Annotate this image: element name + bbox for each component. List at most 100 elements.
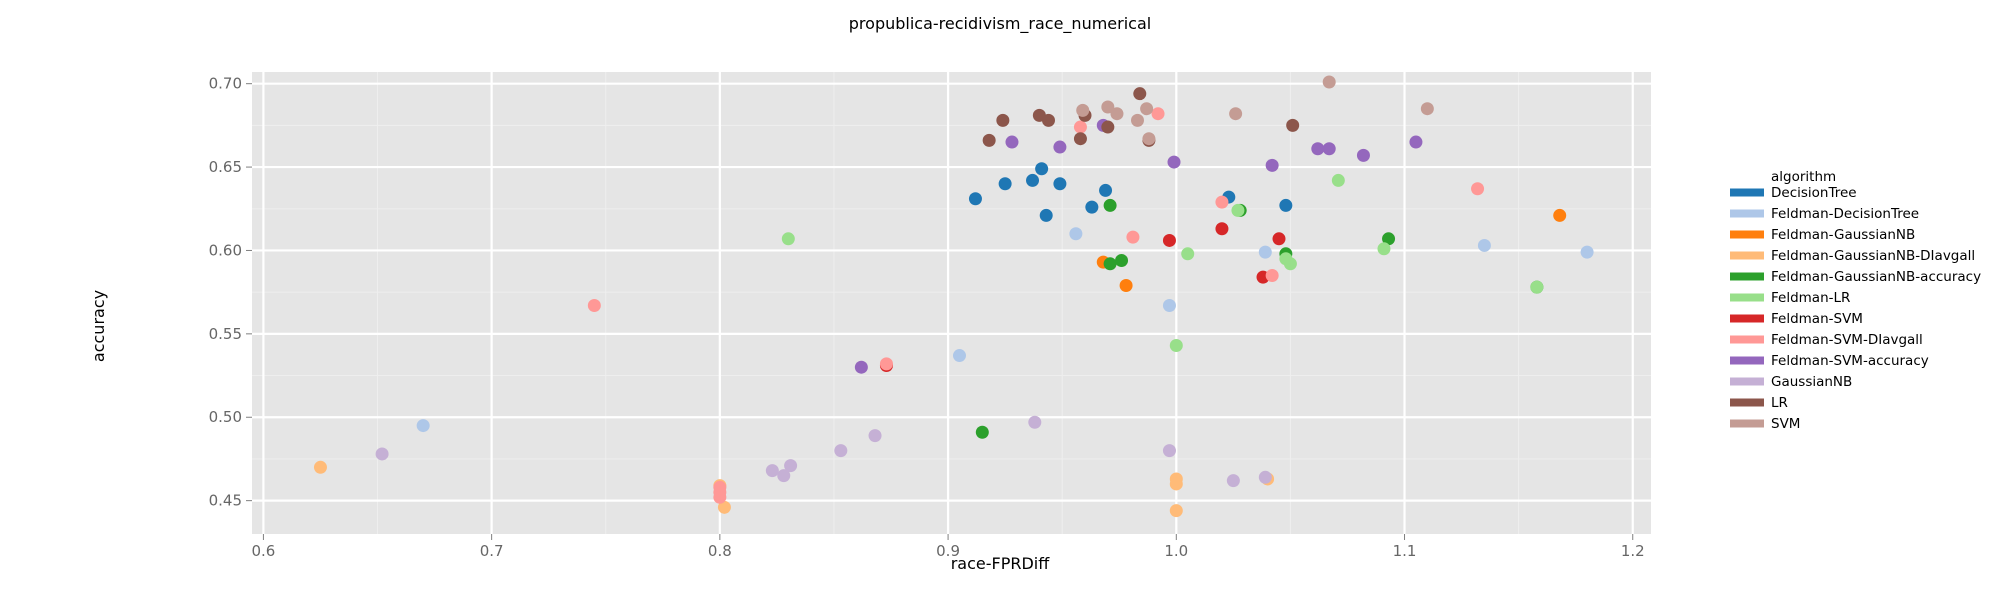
data-point bbox=[1076, 103, 1090, 117]
legend-label: Feldman-SVM-accuracy bbox=[1771, 353, 1929, 369]
data-point bbox=[1215, 195, 1229, 209]
data-point bbox=[982, 133, 996, 147]
data-point bbox=[1119, 278, 1133, 292]
data-point bbox=[996, 113, 1010, 127]
data-point bbox=[1099, 183, 1113, 197]
legend-items: DecisionTree Feldman-DecisionTree Feldman-… bbox=[1730, 185, 1981, 432]
data-point bbox=[1162, 444, 1176, 458]
data-point bbox=[1231, 203, 1245, 217]
data-point bbox=[1382, 232, 1396, 246]
grid-lines bbox=[252, 72, 1651, 534]
series-feldman-lr bbox=[781, 173, 1544, 353]
y-tick-label: 0.60 bbox=[209, 241, 242, 259]
data-point bbox=[1226, 474, 1240, 488]
data-point bbox=[1053, 140, 1067, 154]
y-tick-label: 0.45 bbox=[209, 492, 242, 510]
data-point bbox=[1229, 107, 1243, 121]
data-point bbox=[1311, 142, 1325, 156]
data-point bbox=[1162, 299, 1176, 313]
data-point bbox=[1322, 142, 1336, 156]
data-point bbox=[1005, 135, 1019, 149]
data-point bbox=[1530, 280, 1544, 294]
data-point bbox=[1041, 113, 1055, 127]
plot-background bbox=[252, 72, 1651, 534]
y-tick-label: 0.55 bbox=[209, 325, 242, 343]
x-tick-label: 1.1 bbox=[1393, 542, 1417, 560]
data-point bbox=[952, 349, 966, 363]
data-point bbox=[416, 419, 430, 433]
x-tick-label: 0.9 bbox=[936, 542, 960, 560]
data-point bbox=[781, 232, 795, 246]
data-point bbox=[879, 357, 893, 371]
data-point bbox=[1331, 173, 1345, 187]
x-tick-label: 1.2 bbox=[1621, 542, 1645, 560]
chart-title: propublica-recidivism_race_numerical bbox=[849, 14, 1151, 34]
series-feldman-svm-diavgall bbox=[587, 107, 1485, 504]
data-point bbox=[1322, 75, 1336, 89]
y-tick-label: 0.70 bbox=[209, 75, 242, 93]
data-point bbox=[717, 500, 731, 514]
data-point bbox=[1039, 208, 1053, 222]
data-point bbox=[1286, 118, 1300, 132]
data-point bbox=[1026, 173, 1040, 187]
data-point bbox=[587, 299, 601, 313]
series-decisiontree bbox=[968, 162, 1293, 222]
data-point bbox=[777, 469, 791, 483]
legend-label: Feldman-DecisionTree bbox=[1771, 206, 1919, 222]
data-point bbox=[1131, 113, 1145, 127]
data-point bbox=[313, 460, 327, 474]
data-point bbox=[868, 429, 882, 443]
legend-label: SVM bbox=[1771, 416, 1800, 432]
y-axis-title: accuracy bbox=[89, 290, 108, 362]
data-point bbox=[1142, 132, 1156, 146]
data-point bbox=[1420, 102, 1434, 116]
data-point bbox=[1167, 155, 1181, 169]
data-point bbox=[1265, 268, 1279, 282]
data-point bbox=[1101, 120, 1115, 134]
data-point bbox=[1258, 470, 1272, 484]
legend-label: LR bbox=[1771, 395, 1788, 411]
data-point bbox=[1103, 257, 1117, 271]
axis-ticks: 0.6 0.7 0.8 0.9 1.0 1.1 1.2 0.45 0.50 0.55 0.60 0.6… bbox=[209, 75, 1645, 560]
data-point bbox=[1215, 222, 1229, 236]
data-point bbox=[1356, 148, 1370, 162]
x-tick-label: 0.6 bbox=[251, 542, 275, 560]
data-point bbox=[1073, 132, 1087, 146]
y-tick-label: 0.50 bbox=[209, 408, 242, 426]
data-point bbox=[1279, 198, 1293, 212]
legend-label: GaussianNB bbox=[1771, 374, 1852, 390]
data-point bbox=[784, 459, 798, 473]
data-point bbox=[975, 425, 989, 439]
data-point bbox=[1580, 245, 1594, 259]
series-svm bbox=[1076, 75, 1434, 146]
y-tick-label: 0.65 bbox=[209, 158, 242, 176]
data-point bbox=[1115, 253, 1129, 267]
legend-label: Feldman-LR bbox=[1771, 290, 1850, 306]
legend-label: Feldman-SVM bbox=[1771, 311, 1863, 327]
data-point bbox=[1162, 233, 1176, 247]
data-point bbox=[1053, 177, 1067, 191]
data-point bbox=[834, 444, 848, 458]
data-point bbox=[1272, 232, 1286, 246]
series-gaussiannb bbox=[375, 415, 1272, 488]
data-point bbox=[1409, 135, 1423, 149]
data-point bbox=[1151, 107, 1165, 121]
data-points bbox=[313, 75, 1594, 518]
data-point bbox=[1477, 238, 1491, 252]
data-point bbox=[998, 177, 1012, 191]
series-feldman-gaussiannb bbox=[1096, 208, 1567, 292]
data-point bbox=[765, 464, 779, 478]
data-point bbox=[1110, 107, 1124, 121]
data-point bbox=[968, 192, 982, 206]
legend-label: Feldman-GaussianNB bbox=[1771, 227, 1915, 243]
data-point bbox=[1553, 208, 1567, 222]
data-point bbox=[1028, 415, 1042, 429]
data-point bbox=[1377, 242, 1391, 256]
data-point bbox=[1283, 257, 1297, 271]
data-point bbox=[1181, 247, 1195, 261]
data-point bbox=[1035, 162, 1049, 176]
legend-label: DecisionTree bbox=[1771, 185, 1857, 201]
series-feldman-decisiontree bbox=[416, 227, 1594, 433]
data-point bbox=[1069, 227, 1083, 241]
